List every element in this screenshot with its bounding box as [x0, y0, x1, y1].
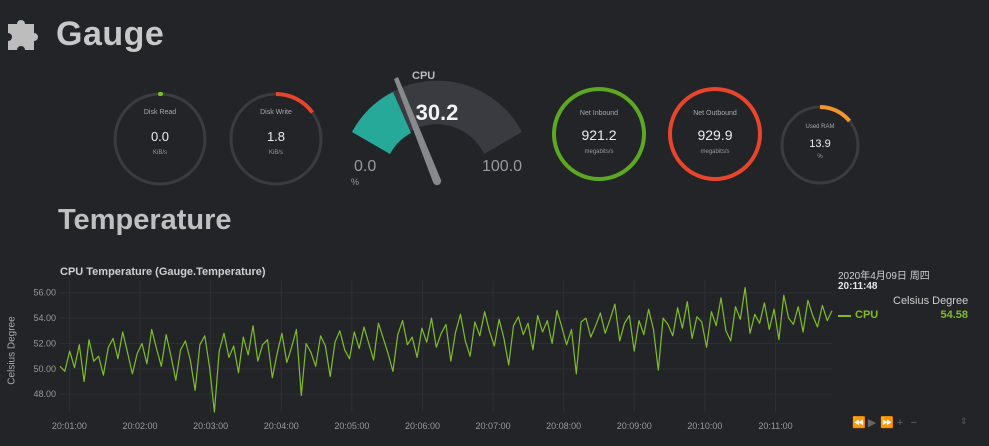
- x-tick-label: 20:01:00: [52, 421, 87, 431]
- used-ram-gauge[interactable]: Used RAM 13.9 %: [779, 104, 861, 186]
- x-tick-label: 20:07:00: [476, 421, 511, 431]
- disk-read-ring: [113, 91, 207, 186]
- disk-read-label: Disk Read: [143, 109, 177, 116]
- y-tick-label: 56.00: [33, 288, 56, 298]
- net-inbound-label: Net Inbound: [579, 110, 619, 117]
- zoom-out-icon[interactable]: −: [910, 417, 918, 429]
- disk-write-unit: KiB/s: [268, 150, 283, 156]
- cpu-gauge-min: 0.0: [354, 158, 377, 175]
- cpu-series-line: [59, 287, 833, 413]
- x-tick-label: 20:03:00: [193, 421, 228, 431]
- rewind-icon[interactable]: ⏪: [852, 417, 866, 429]
- disk-read-value: 0.0: [150, 129, 170, 144]
- chart-title: CPU Temperature (Gauge.Temperature): [60, 266, 266, 278]
- disk-read-gauge[interactable]: Disk Read 0.0 KiB/s: [112, 91, 208, 187]
- y-tick-label: 54.00: [33, 313, 56, 323]
- legend-units: Celsius Degree: [893, 295, 969, 307]
- section-title: Temperature: [58, 204, 232, 236]
- net-inbound-ring: [552, 87, 646, 181]
- net-inbound-value: 921.2: [581, 127, 617, 143]
- cpu-gauge-unit: %: [351, 177, 360, 187]
- disk-write-gauge[interactable]: Disk Write 1.8 KiB/s: [228, 91, 324, 187]
- cpu-gauge-dial: [352, 77, 522, 186]
- x-tick-label: 20:08:00: [546, 421, 581, 431]
- disk-write-label: Disk Write: [260, 109, 292, 116]
- net-inbound-unit: megabits/s: [584, 149, 614, 155]
- puzzle-icon: [8, 20, 38, 50]
- net-outbound-label: Net Outbound: [693, 110, 737, 117]
- y-tick-label: 48.00: [33, 389, 56, 399]
- fast-forward-icon[interactable]: ⏩: [880, 417, 894, 429]
- x-tick-label: 20:02:00: [123, 421, 158, 431]
- disk-write-value: 1.8: [266, 129, 286, 144]
- net-outbound-value: 929.9: [697, 127, 733, 143]
- disk-write-ring: [229, 91, 323, 186]
- page-title: Gauge: [56, 14, 165, 53]
- used-ram-unit: %: [817, 154, 823, 160]
- legend-series-value: 54.58: [940, 309, 968, 321]
- net-outbound-ring: [668, 87, 762, 181]
- used-ram-value: 13.9: [809, 138, 831, 150]
- x-tick-label: 20:10:00: [687, 421, 722, 431]
- x-tick-label: 20:11:00: [758, 421, 792, 431]
- cpu-gauge-max: 100.0: [482, 158, 523, 175]
- used-ram-label: Used RAM: [805, 124, 835, 130]
- x-tick-label: 20:05:00: [334, 421, 369, 431]
- legend-series-label[interactable]: CPU: [855, 309, 879, 321]
- play-icon[interactable]: ▶: [867, 417, 877, 429]
- net-outbound-unit: megabits/s: [700, 149, 730, 155]
- legend-date: 2020年4月09日 周四: [838, 271, 930, 282]
- y-tick-label: 50.00: [33, 364, 56, 374]
- x-tick-label: 20:09:00: [617, 421, 652, 431]
- legend-time: 20:11:48: [838, 281, 878, 292]
- x-tick-label: 20:04:00: [264, 421, 299, 431]
- cpu-gauge-title: CPU: [412, 70, 436, 82]
- cpu-gauge-value: 30.2: [415, 100, 459, 125]
- disk-read-unit: KiB/s: [152, 150, 167, 156]
- y-tick-label: 52.00: [33, 338, 56, 348]
- net-outbound-gauge[interactable]: Net Outbound 929.9 megabits/s: [667, 86, 763, 182]
- zoom-in-icon[interactable]: +: [896, 417, 904, 429]
- legend-swatch: [838, 315, 851, 317]
- net-inbound-gauge[interactable]: Net Inbound 921.2 megabits/s: [551, 86, 647, 182]
- resize-handle-icon[interactable]: ⇕: [960, 416, 968, 426]
- x-tick-label: 20:06:00: [405, 421, 440, 431]
- chart-controls: ⏪ ▶ ⏩ + −: [852, 417, 920, 429]
- used-ram-ring: [780, 104, 860, 185]
- dashboard-header: Gauge: [4, 12, 164, 56]
